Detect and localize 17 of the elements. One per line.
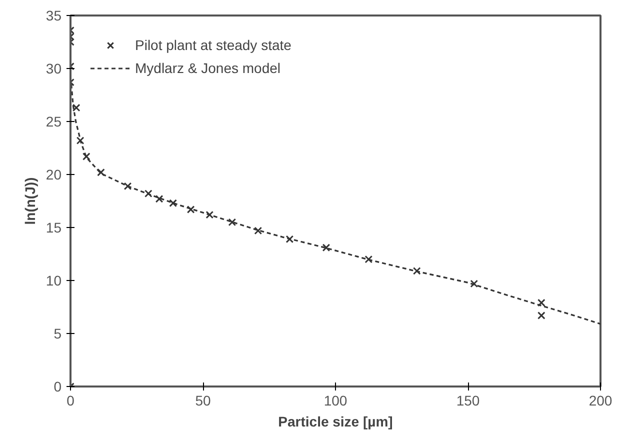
x-tick-label: 100 — [324, 392, 348, 408]
y-tick-label: 5 — [54, 326, 62, 342]
x-tick-label: 0 — [66, 392, 75, 408]
y-tick-label: 10 — [46, 272, 62, 288]
legend-label: Pilot plant at steady state — [135, 37, 292, 53]
y-tick-label: 0 — [54, 378, 62, 394]
y-axis-title: ln(n(J)) — [22, 177, 38, 225]
legend-label: Mydlarz & Jones model — [135, 60, 281, 76]
y-tick-label: 20 — [46, 166, 62, 182]
y-tick-label: 15 — [46, 220, 62, 236]
x-tick-label: 50 — [195, 392, 211, 408]
x-tick-label: 200 — [588, 392, 612, 408]
x-axis-title: Particle size [µm] — [278, 414, 393, 430]
y-tick-label: 25 — [46, 114, 62, 130]
x-tick-label: 150 — [456, 392, 480, 408]
y-tick-label: 35 — [46, 8, 62, 24]
y-tick-label: 30 — [46, 60, 62, 76]
